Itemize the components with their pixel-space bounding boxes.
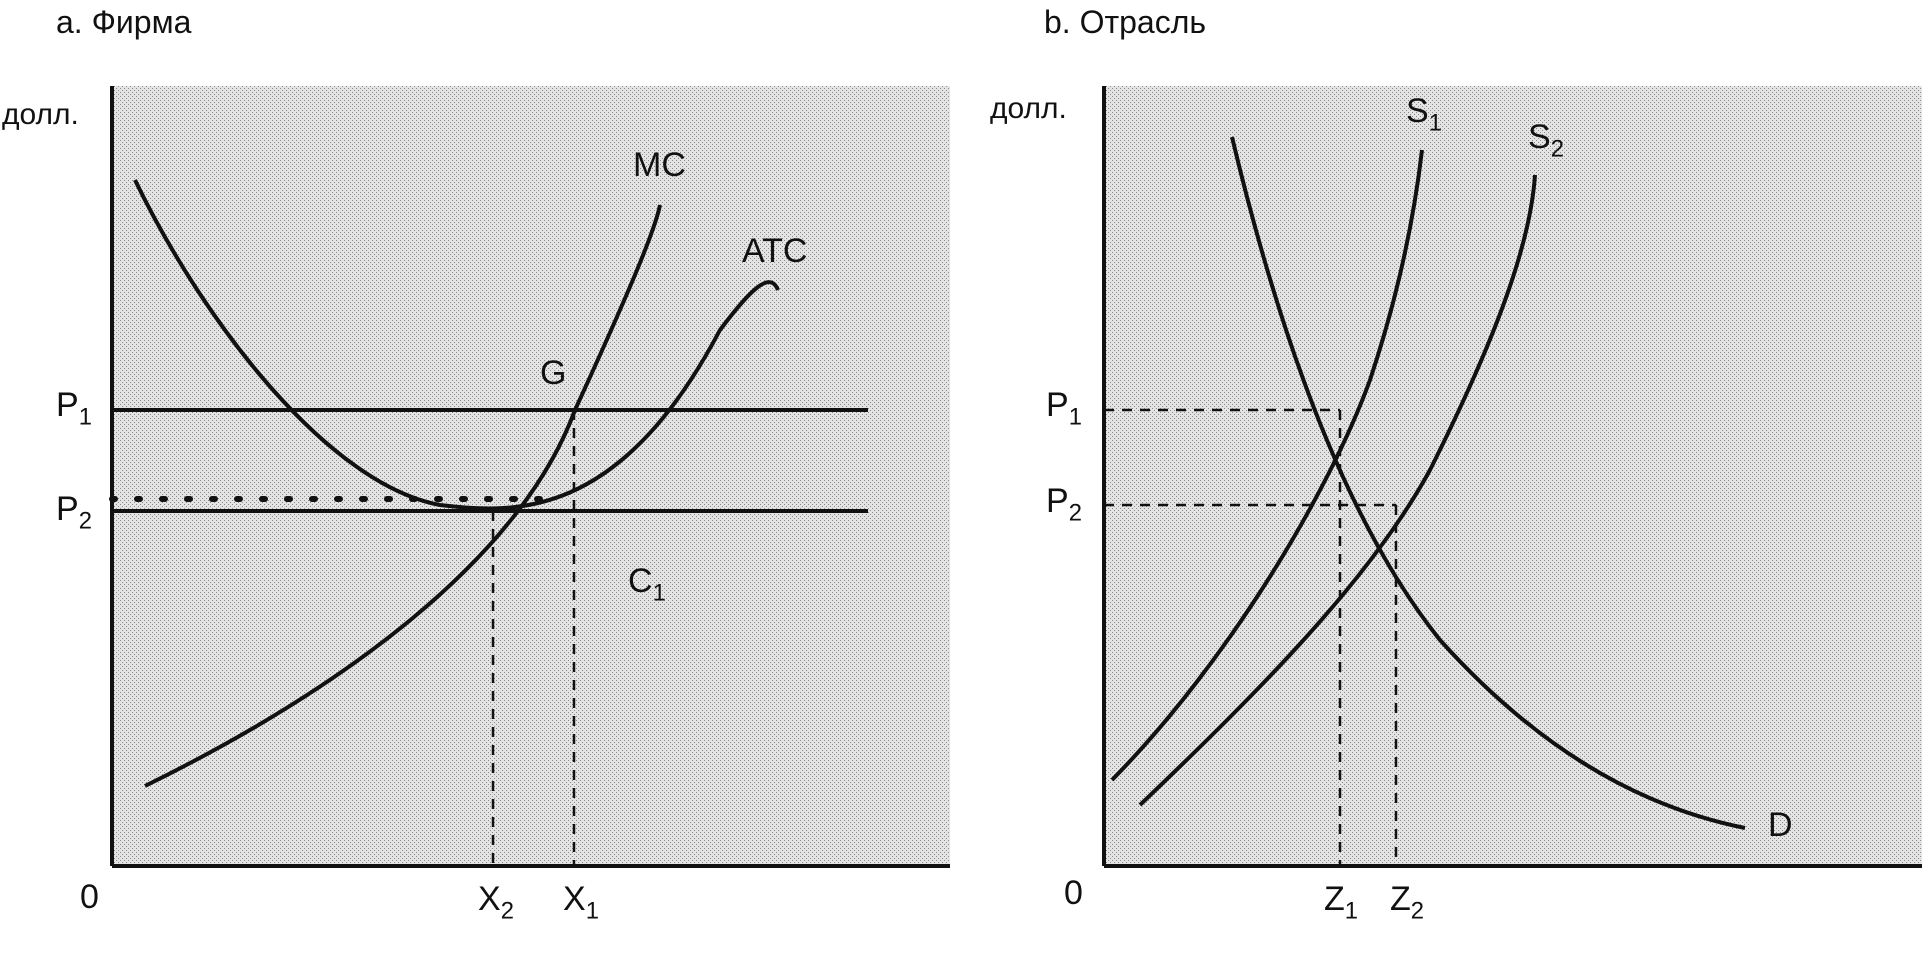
panel-b-origin: 0	[1064, 874, 1083, 912]
panel-b-plot-area	[1104, 86, 1922, 866]
panel-a-plot-area	[112, 86, 950, 866]
panel-a-title: a. Фирма	[56, 4, 192, 40]
panel-a-c1-label: C1	[628, 562, 666, 607]
panel-a-atc-curve	[133, 179, 780, 511]
panel-a-mc-label: MC	[633, 146, 686, 184]
panel-b-y-unit: долл.	[990, 92, 1067, 125]
panel-b-z2-label: Z2	[1390, 880, 1425, 925]
panel-a-origin: 0	[80, 878, 99, 916]
panel-b-s2-label: S2	[1528, 118, 1564, 163]
panel-a-x1-label: X1	[563, 880, 599, 925]
panel-a-p2-label: P2	[56, 490, 92, 535]
panel-b-s1-label: S1	[1406, 92, 1442, 137]
panel-b-s2-curve	[1138, 174, 1537, 807]
panel-a-y-unit: долл.	[2, 98, 79, 131]
panel-b-p2-label: P2	[1046, 482, 1082, 527]
panel-b-p1-label: P1	[1046, 386, 1082, 431]
panel-b-title: b. Отрасль	[1044, 4, 1207, 40]
panel-b-demand-curve	[1230, 136, 1746, 830]
panel-a-mc-curve	[144, 204, 662, 788]
panel-a-g-label: G	[540, 354, 567, 392]
panel-a-atc-label: ATC	[742, 232, 808, 270]
panel-b-s1-curve	[1110, 149, 1424, 782]
panel-b-d-label: D	[1768, 806, 1793, 844]
panel-a-x2-label: X2	[478, 880, 514, 925]
panel-b-z1-label: Z1	[1324, 880, 1359, 925]
panel-a-p1-label: P1	[56, 386, 92, 431]
